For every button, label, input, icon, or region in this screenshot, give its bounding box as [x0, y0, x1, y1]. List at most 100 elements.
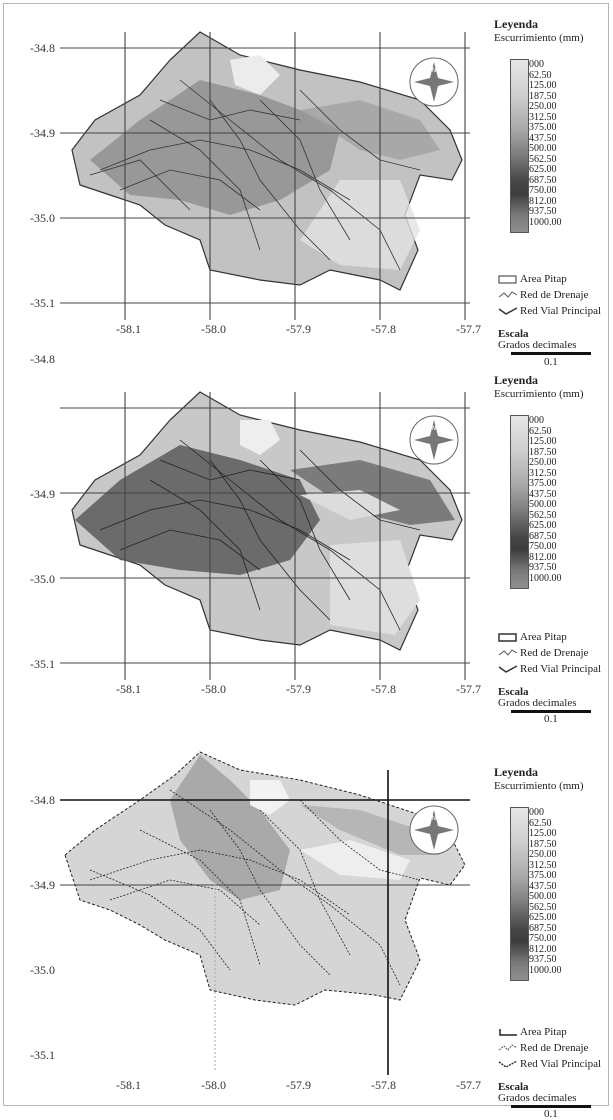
runoff-light-patch: [230, 55, 280, 95]
legend: Leyenda Escurrimiento (mm) 000 62.50 125…: [494, 17, 612, 368]
ramp-label: 375.00: [529, 870, 557, 881]
runoff-light-patch-2: [300, 180, 420, 270]
graticule: [60, 392, 470, 680]
svg-text:N: N: [432, 815, 437, 822]
legend-item-drainage: Red de Drenaje: [498, 289, 588, 301]
y-tick: -34.9: [30, 878, 55, 892]
runoff-dark-zone: [90, 80, 340, 215]
ramp-label: 437.50: [529, 132, 557, 144]
ramp-label: 187.50: [529, 838, 557, 850]
compass-rose-icon: N: [409, 805, 459, 855]
x-tick: -58.1: [116, 682, 141, 696]
scale-bar: [511, 352, 591, 355]
legend-item-label: Area Pitap: [520, 1026, 567, 1038]
y-tick: -34.9: [30, 487, 55, 501]
y-tick: -34.9: [30, 126, 55, 140]
y-tick: -35.1: [30, 657, 55, 671]
legend-item-road: Red Vial Principal: [498, 1058, 601, 1070]
x-tick: -57.8: [371, 682, 396, 696]
scale-unit: Grados decimales: [498, 697, 577, 709]
ramp-label: 312.50: [529, 467, 557, 479]
runoff-map-1: N: [60, 31, 470, 320]
scale-value: 0.1: [544, 1108, 558, 1120]
x-tick: -58.0: [201, 682, 226, 696]
x-tick: -57.9: [286, 322, 311, 336]
runoff-light-patch: [300, 840, 410, 880]
legend-item-road: Red Vial Principal: [498, 663, 601, 675]
drainage-line-icon: [498, 1044, 518, 1051]
ramp-label: 812.00: [529, 195, 557, 207]
ramp-label: 125.00: [529, 436, 557, 447]
ramp-label: 625.00: [529, 912, 557, 923]
ramp-label: 500.00: [529, 499, 557, 510]
compass-rose-icon: N: [409, 57, 459, 107]
y-tick: -34.8: [30, 352, 55, 366]
legend-item-label: Red de Drenaje: [520, 1042, 589, 1054]
ramp-label: 812.00: [529, 551, 557, 563]
ramp-label: 1000.00: [529, 216, 562, 228]
ramp-label: 312.50: [529, 859, 557, 871]
legend-title: Leyenda: [494, 17, 539, 31]
y-tick: -35.0: [30, 211, 55, 225]
ramp-label: 312.50: [529, 111, 557, 123]
ramp-label: 437.50: [529, 488, 557, 500]
legend-item-label: Red Vial Principal: [520, 663, 602, 675]
legend-item-label: Red Vial Principal: [520, 305, 602, 317]
ramp-label: 62.50: [529, 69, 552, 81]
y-tick: -35.1: [30, 1048, 55, 1062]
ramp-label: 1000.00: [529, 572, 562, 584]
legend-title: Leyenda: [494, 373, 539, 387]
road-line-icon: [498, 665, 518, 673]
ramp-label: 62.50: [529, 425, 552, 437]
runoff-light-patch-2: [250, 780, 290, 815]
drainage-network: [89, 789, 421, 986]
ramp-label: 687.50: [529, 174, 557, 186]
ramp-label: 000: [529, 59, 544, 70]
legend-item-drainage: Red de Drenaje: [498, 1042, 588, 1054]
x-tick: -57.7: [456, 1078, 481, 1092]
scale-value: 0.1: [544, 713, 558, 725]
ramp-label: 625.00: [529, 520, 557, 531]
runoff-map-2: N: [60, 391, 470, 680]
graticule: [60, 32, 470, 320]
legend-item-label: Red de Drenaje: [520, 647, 589, 659]
scale-unit: Grados decimales: [498, 1092, 577, 1104]
ramp-label: 562.50: [529, 153, 557, 165]
legend-item-area: Area Pitap: [498, 1026, 567, 1038]
drainage-network: [99, 439, 421, 631]
y-tick: -34.8: [30, 793, 55, 807]
ramp-label: 937.50: [529, 954, 557, 965]
legend-item-area: Area Pitap: [498, 631, 567, 643]
area-line-icon: [499, 1028, 517, 1036]
y-tick: -35.0: [30, 572, 55, 586]
legend-item-road: Red Vial Principal: [498, 305, 601, 317]
road-line-icon: [498, 1060, 518, 1068]
ramp-label: 62.50: [529, 817, 552, 829]
ramp-label: 250.00: [529, 101, 557, 112]
legend-title: Leyenda: [494, 765, 539, 779]
runoff-light-patch-3: [330, 540, 420, 635]
runoff-map-3: N: [60, 751, 470, 1075]
scale-value: 0.1: [544, 356, 558, 368]
ramp-label: 375.00: [529, 122, 557, 133]
ramp-label: 687.50: [529, 530, 557, 542]
legend-item-label: Red Vial Principal: [520, 1058, 602, 1070]
ramp-label: 687.50: [529, 922, 557, 934]
ramp-label: 750.00: [529, 933, 557, 944]
scale-title: Escala: [498, 1081, 529, 1093]
drainage-line-icon: [498, 291, 518, 298]
area-box-icon: [498, 275, 517, 283]
runoff-light-patch: [300, 490, 400, 520]
legend-item-label: Red de Drenaje: [520, 289, 589, 301]
ramp-label: 375.00: [529, 478, 557, 489]
ramp-labels: 000 62.50 125.00 187.50 250.00 312.50 37…: [529, 807, 562, 976]
ramp-labels: 000 62.50 125.00 187.50 250.00 312.50 37…: [529, 415, 562, 584]
ramp-label: 812.00: [529, 943, 557, 955]
legend-item-area: Area Pitap: [498, 273, 567, 285]
ramp-label: 437.50: [529, 880, 557, 892]
scale-title: Escala: [498, 328, 529, 340]
road-line-icon: [498, 307, 518, 315]
ramp-label: 562.50: [529, 509, 557, 521]
ramp-label: 250.00: [529, 849, 557, 860]
x-tick: -57.8: [371, 322, 396, 336]
